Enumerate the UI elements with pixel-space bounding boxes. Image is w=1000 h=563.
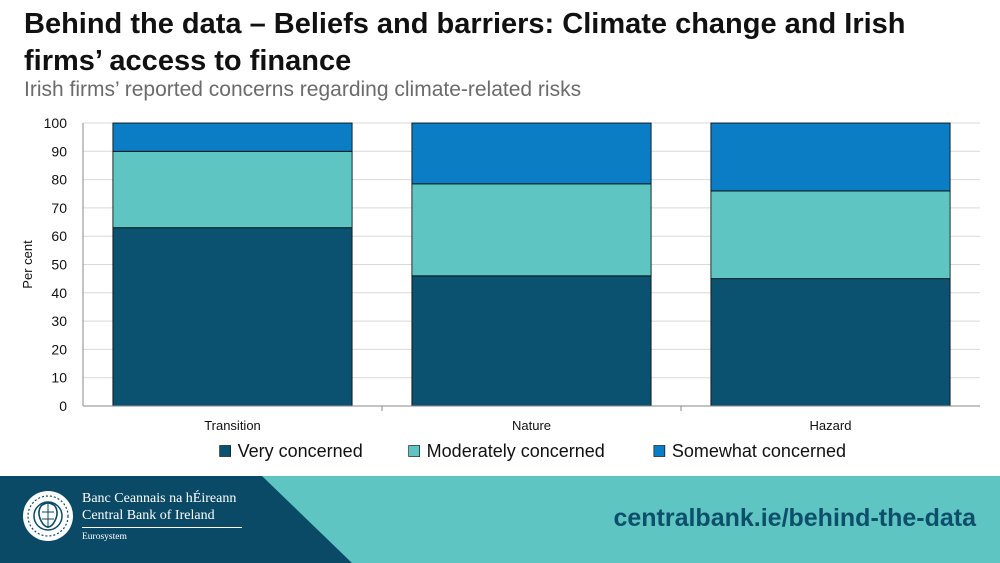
website-link[interactable]: centralbank.ie/behind-the-data	[613, 504, 976, 532]
y-tick-label-70: 70	[51, 200, 67, 216]
y-tick-label-30: 30	[51, 313, 67, 329]
bars	[112, 122, 951, 407]
bank-name-english: Central Bank of Ireland	[82, 508, 215, 523]
footer-banner: Banc Ceannais na hÉireann Central Bank o…	[0, 476, 1000, 563]
legend-swatch-somewhat-concerned	[653, 445, 666, 457]
bar-transition-moderately-concerned	[112, 150, 353, 229]
harp-seal-logo-icon	[23, 491, 73, 541]
y-tick-label-20: 20	[51, 341, 67, 357]
legend-label-very-concerned: Very concerned	[238, 441, 363, 461]
page-title: Behind the data – Beliefs and barriers: …	[24, 8, 906, 77]
bar-hazard-very-concerned	[710, 278, 951, 407]
legend-swatch-very-concerned	[219, 445, 231, 457]
bank-name-block: Banc Ceannais na hÉireann Central Bank o…	[82, 490, 242, 543]
x-tick-label-hazard: Hazard	[810, 418, 852, 433]
y-tick-label-10: 10	[51, 370, 67, 386]
bar-nature-moderately-concerned	[411, 183, 652, 277]
y-tick-label-50: 50	[51, 257, 67, 273]
x-tick-label-transition: Transition	[204, 418, 261, 433]
bar-transition-somewhat-concerned	[112, 122, 353, 152]
y-tick-label-90: 90	[51, 143, 67, 159]
bar-transition-very-concerned	[112, 227, 353, 407]
y-tick-label-100: 100	[44, 115, 68, 131]
legend-label-somewhat-concerned: Somewhat concerned	[672, 441, 846, 461]
bank-name-divider	[82, 527, 242, 528]
legend-label-moderately-concerned: Moderately concerned	[427, 441, 605, 461]
y-axis-label: Per cent	[20, 240, 35, 289]
legend-swatch-moderately-concerned	[408, 445, 420, 457]
y-tick-label-60: 60	[51, 228, 67, 244]
y-tick-label-0: 0	[59, 398, 67, 414]
stacked-bar-chart: 0 10 20 30 40 50 60 70 80 90 100 Transition Nature Ha…	[20, 115, 980, 461]
bank-name-irish: Banc Ceannais na hÉireann	[82, 491, 237, 506]
x-tick-label-nature: Nature	[512, 418, 551, 433]
footer-dark-panel	[0, 476, 352, 563]
bar-hazard-moderately-concerned	[710, 190, 951, 280]
eurosystem-label: Eurosystem	[82, 532, 127, 542]
legend: Very concerned Moderately concerned Somewh…	[219, 441, 846, 461]
chart-subtitle: Irish firms’ reported concerns regarding…	[24, 78, 582, 101]
bar-nature-somewhat-concerned	[411, 122, 652, 185]
y-tick-label-40: 40	[51, 285, 67, 301]
y-tick-label-80: 80	[51, 172, 67, 188]
axes: 0 10 20 30 40 50 60 70 80 90 100 Transition Nature Ha…	[20, 115, 980, 433]
bar-nature-very-concerned	[411, 275, 652, 407]
bar-hazard-somewhat-concerned	[710, 122, 951, 192]
